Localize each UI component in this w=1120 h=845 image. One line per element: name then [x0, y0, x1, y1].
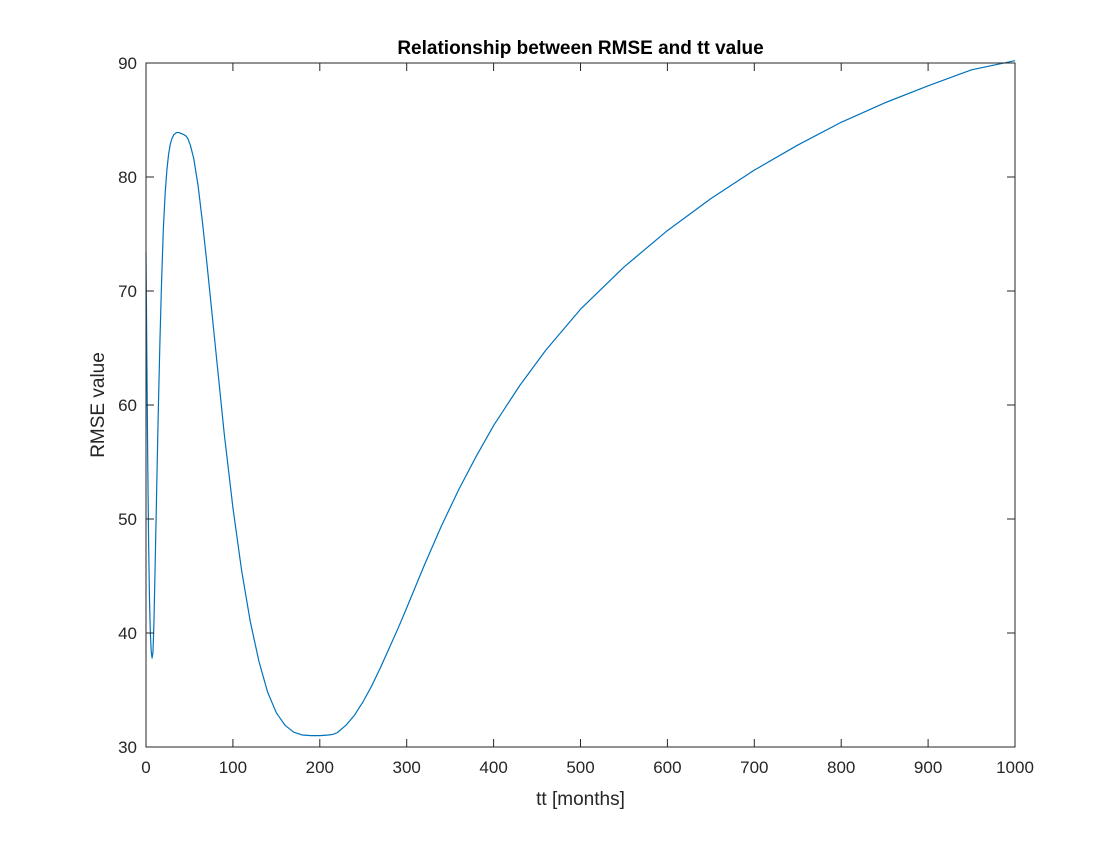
x-tick-label: 0 [141, 758, 150, 777]
x-tick-label: 100 [219, 758, 247, 777]
x-tick-label: 800 [827, 758, 855, 777]
x-tick-label: 700 [740, 758, 768, 777]
x-tick-label: 900 [914, 758, 942, 777]
y-tick-label: 80 [118, 168, 137, 187]
x-tick-label: 300 [393, 758, 421, 777]
y-tick-label: 60 [118, 396, 137, 415]
y-axis-label: RMSE value [88, 352, 109, 458]
x-tick-label: 1000 [996, 758, 1034, 777]
x-axis-ticks: 0 100 200 300 400 500 600 700 800 900 1000 [141, 63, 1034, 777]
series-line-0 [145, 60, 1016, 737]
axes-background [146, 63, 1015, 747]
y-tick-label: 70 [118, 282, 137, 301]
plot-lines [145, 60, 1016, 737]
y-axis-ticks: 30 40 50 60 70 80 90 [118, 54, 1015, 757]
x-tick-label: 500 [566, 758, 594, 777]
x-tick-label: 400 [479, 758, 507, 777]
x-tick-label: 600 [653, 758, 681, 777]
x-axis-label: tt [months] [536, 789, 625, 810]
y-tick-label: 90 [118, 54, 137, 73]
chart-title: Relationship between RMSE and tt value [397, 38, 763, 59]
x-tick-label: 200 [306, 758, 334, 777]
y-tick-label: 50 [118, 510, 137, 529]
y-tick-label: 40 [118, 624, 137, 643]
y-tick-label: 30 [118, 738, 137, 757]
